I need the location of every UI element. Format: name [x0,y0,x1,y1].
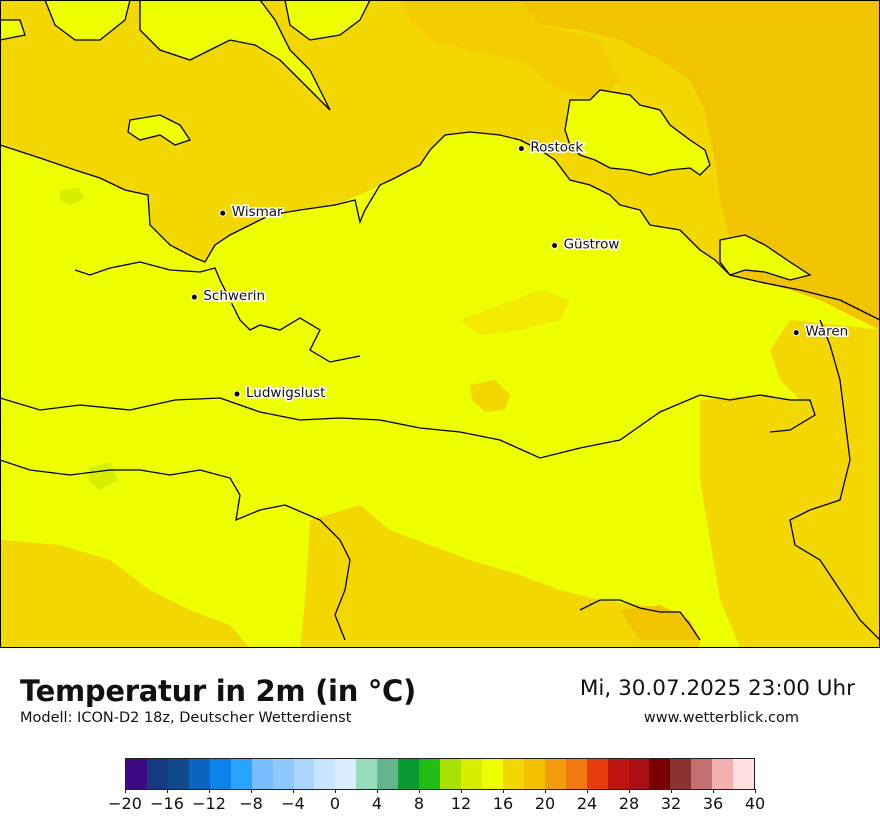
color-scale-cell [502,759,524,789]
footer: Temperatur in 2m (in °C) Modell: ICON-D2… [0,648,880,830]
city-marker [233,390,241,398]
scale-tick-label: 20 [534,794,556,813]
color-scale-cell [523,759,545,789]
warm-land-south [300,505,700,648]
scale-tick-label: 24 [576,794,598,813]
city-label: Güstrow [564,236,620,252]
color-scale-cell [314,759,336,789]
color-scale-cell [733,759,755,789]
color-scale-cell [356,759,378,789]
color-scale-cell [691,759,713,789]
color-scale-cell [670,759,692,789]
color-scale-cell [712,759,734,789]
color-scale-cell [209,759,231,789]
color-scale-cell [146,759,168,789]
scale-tick-label: −4 [281,794,305,813]
color-scale-cell [188,759,210,789]
warm-sea-mid [400,0,620,100]
city-marker [792,329,800,337]
scale-tick-label: 28 [618,794,640,813]
color-scale-cell [419,759,441,789]
color-scale-cell [586,759,608,789]
color-scale-cell [272,759,294,789]
warm-land-east [770,320,880,440]
color-scale-cell [251,759,273,789]
color-scale-cell [649,759,671,789]
scale-tick-label: −16 [150,794,184,813]
city-label: Schwerin [203,288,265,304]
scale-tick-label: 0 [329,794,341,813]
scale-tick-label: 8 [413,794,425,813]
scale-tick-label: −20 [108,794,142,813]
land-north-west [0,0,371,111]
borders [0,131,880,641]
website-link[interactable]: www.wetterblick.com [643,710,799,726]
color-scale-cell [544,759,566,789]
color-scale-cell [461,759,482,789]
color-scale-cell [398,759,420,789]
city-label: Rostock [530,140,583,156]
valid-datetime: Mi, 30.07.2025 23:00 Uhr [579,676,855,701]
color-scale-cell [335,759,357,789]
warm-patch-waren [470,380,510,412]
color-scale-cell [230,759,252,789]
scale-tick-label: −12 [192,794,226,813]
color-scale-cell [481,759,503,789]
baltic-sea [0,0,880,320]
color-scale-cell [377,759,399,789]
city-label: Wismar [232,204,283,220]
scale-tick-label: 32 [660,794,682,813]
island-fehmarn [127,114,192,146]
warm-sea-east [520,0,880,330]
scale-tick-label: 40 [744,794,766,813]
scale-tick-label: 4 [371,794,383,813]
map-title: Temperatur in 2m (in °C) [20,674,416,708]
city-marker [219,209,227,217]
color-scale-bar [125,758,755,790]
city-markers: StralsundRostockGreifswaldWismarDemminGü… [190,138,850,403]
scale-tick-label: 16 [492,794,514,813]
scale-tick-label: 12 [450,794,472,813]
color-scale-cell [440,759,461,789]
city-marker [517,145,525,153]
usedom [719,234,812,281]
color-scale-cell [126,759,147,789]
city-marker [190,293,198,301]
city-marker [551,241,559,249]
color-scale-cell [628,759,650,789]
color-scale-cell [167,759,189,789]
model-info: Modell: ICON-D2 18z, Deutscher Wetterdie… [20,710,352,726]
warm-patch-darker [620,605,700,640]
warm-land-sw [0,540,250,648]
color-scale-cell [565,759,587,789]
scale-tick-label: 36 [702,794,724,813]
color-scale-cell [607,759,629,789]
color-scale-cell [293,759,315,789]
city-label: Waren [805,324,848,340]
map-svg: StralsundRostockGreifswaldWismarDemminGü… [0,0,880,648]
scale-tick-label: −8 [239,794,263,813]
warm-patch-demmin [460,290,570,335]
island-ruegen [564,89,711,176]
weather-map: StralsundRostockGreifswaldWismarDemminGü… [0,0,880,648]
city-label: Ludwigslust [246,385,325,401]
